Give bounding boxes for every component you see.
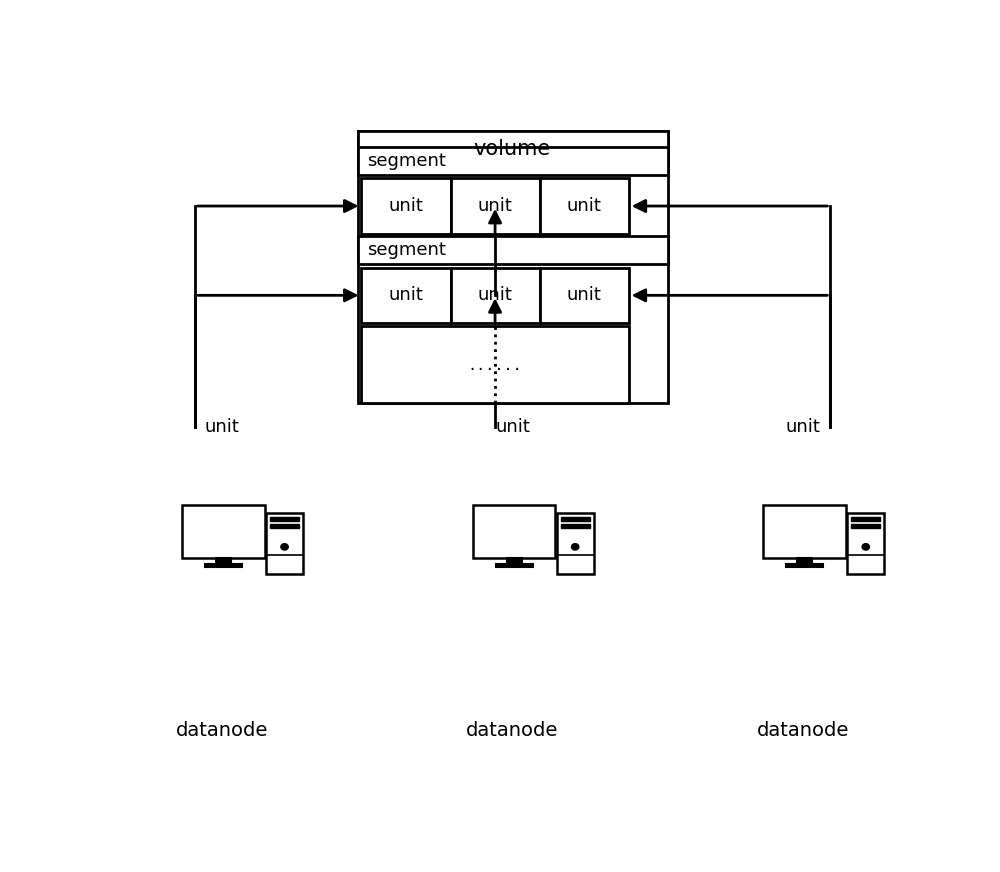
Bar: [496, 564, 533, 567]
Bar: [557, 513, 594, 574]
Text: datanode: datanode: [466, 721, 559, 740]
Circle shape: [862, 543, 869, 550]
Bar: [507, 557, 522, 564]
Bar: [205, 564, 242, 567]
Bar: [358, 132, 668, 167]
Bar: [450, 268, 540, 323]
Bar: [361, 268, 450, 323]
Bar: [851, 517, 880, 521]
Text: ......: ......: [468, 358, 522, 372]
Bar: [361, 179, 450, 234]
Text: unit: unit: [786, 418, 821, 436]
Bar: [361, 326, 629, 404]
Bar: [266, 513, 303, 574]
Text: unit: unit: [567, 197, 602, 215]
Text: unit: unit: [495, 418, 530, 436]
Text: datanode: datanode: [757, 721, 849, 740]
Text: datanode: datanode: [176, 721, 268, 740]
Bar: [786, 564, 823, 567]
Text: unit: unit: [478, 197, 512, 215]
Bar: [561, 524, 590, 528]
Bar: [851, 524, 880, 528]
Text: segment: segment: [367, 152, 446, 170]
Bar: [358, 132, 668, 404]
Bar: [540, 179, 629, 234]
Bar: [358, 236, 668, 264]
Bar: [763, 505, 846, 557]
Bar: [358, 147, 668, 175]
Circle shape: [281, 543, 288, 550]
Bar: [473, 505, 555, 557]
Circle shape: [571, 543, 579, 550]
Bar: [270, 524, 299, 528]
Bar: [182, 505, 265, 557]
Text: volume: volume: [474, 139, 551, 159]
Bar: [450, 179, 540, 234]
Text: unit: unit: [204, 418, 239, 436]
Bar: [216, 557, 231, 564]
Text: unit: unit: [388, 197, 423, 215]
Text: segment: segment: [367, 242, 446, 259]
Text: unit: unit: [567, 286, 602, 304]
Bar: [797, 557, 812, 564]
Bar: [847, 513, 884, 574]
Text: unit: unit: [388, 286, 423, 304]
Bar: [270, 517, 299, 521]
Text: unit: unit: [478, 286, 512, 304]
Bar: [540, 268, 629, 323]
Bar: [561, 517, 590, 521]
